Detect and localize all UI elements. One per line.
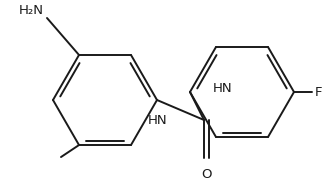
Text: F: F [315,85,322,98]
Text: HN: HN [213,81,233,94]
Text: O: O [202,168,212,181]
Text: HN: HN [148,114,167,126]
Text: H₂N: H₂N [19,4,44,17]
